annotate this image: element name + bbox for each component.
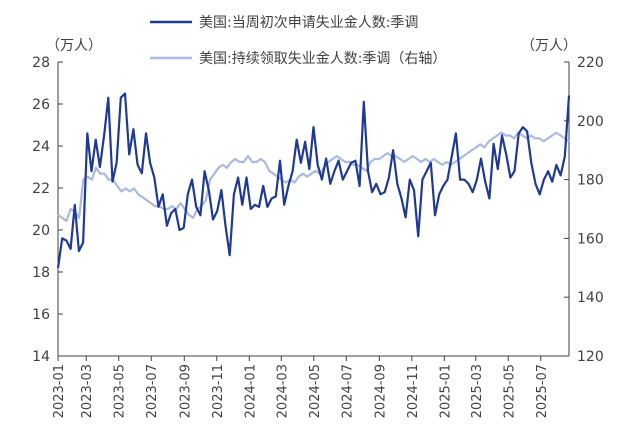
right-tick-label: 160 (577, 231, 604, 247)
right-tick-label: 220 (577, 55, 604, 71)
x-tick-label: 2024-01 (243, 364, 258, 418)
x-tick-label: 2023-09 (178, 364, 193, 418)
x-tick-label: 2024-05 (308, 364, 323, 418)
x-tick-label: 2025-03 (470, 364, 485, 418)
right-axis-ticks: 120 140 160 180 200 220 (564, 55, 604, 365)
x-tick-label: 2023-03 (80, 364, 95, 418)
legend: 美国:当周初次申请失业金人数:季调 美国:持续领取失业金人数:季调（右轴） (150, 14, 446, 67)
series-line-continuing-claims (57, 131, 570, 222)
right-tick-label: 180 (577, 173, 604, 189)
left-tick-label: 28 (32, 55, 50, 71)
left-tick-label: 24 (32, 139, 50, 155)
x-tick-label: 2024-11 (406, 364, 421, 418)
left-tick-label: 22 (32, 181, 50, 197)
legend-label-continuing-claims: 美国:持续领取失业金人数:季调（右轴） (199, 50, 446, 67)
x-tick-label: 2023-01 (52, 364, 67, 418)
x-tick-label: 2025-07 (535, 364, 550, 418)
x-tick-label: 2025-01 (438, 364, 453, 418)
left-tick-label: 18 (32, 265, 50, 281)
right-tick-label: 140 (577, 290, 604, 306)
left-tick-label: 16 (32, 307, 50, 323)
series-line-initial-claims (56, 92, 571, 268)
left-tick-label: 20 (32, 223, 50, 239)
x-tick-label: 2023-05 (113, 364, 128, 418)
x-tick-label: 2024-03 (275, 364, 290, 418)
x-tick-label: 2024-07 (340, 364, 355, 418)
right-axis-unit: （万人） (521, 38, 577, 54)
x-tick-label: 2023-07 (145, 364, 160, 418)
left-tick-label: 14 (32, 349, 50, 365)
x-tick-label: 2023-11 (211, 364, 226, 418)
right-tick-label: 120 (577, 349, 604, 365)
x-tick-label: 2025-05 (502, 364, 517, 418)
legend-label-initial-claims: 美国:当周初次申请失业金人数:季调 (199, 14, 418, 31)
right-tick-label: 200 (577, 114, 604, 130)
x-tick-label: 2024-09 (373, 364, 388, 418)
left-axis-ticks: 14 16 18 20 22 24 26 28 (32, 55, 63, 365)
x-axis-ticks: 2023-01 2023-03 2023-05 2023-07 2023-09 2023-… (52, 356, 550, 418)
left-tick-label: 26 (32, 97, 50, 113)
left-axis-unit: （万人） (46, 38, 102, 54)
